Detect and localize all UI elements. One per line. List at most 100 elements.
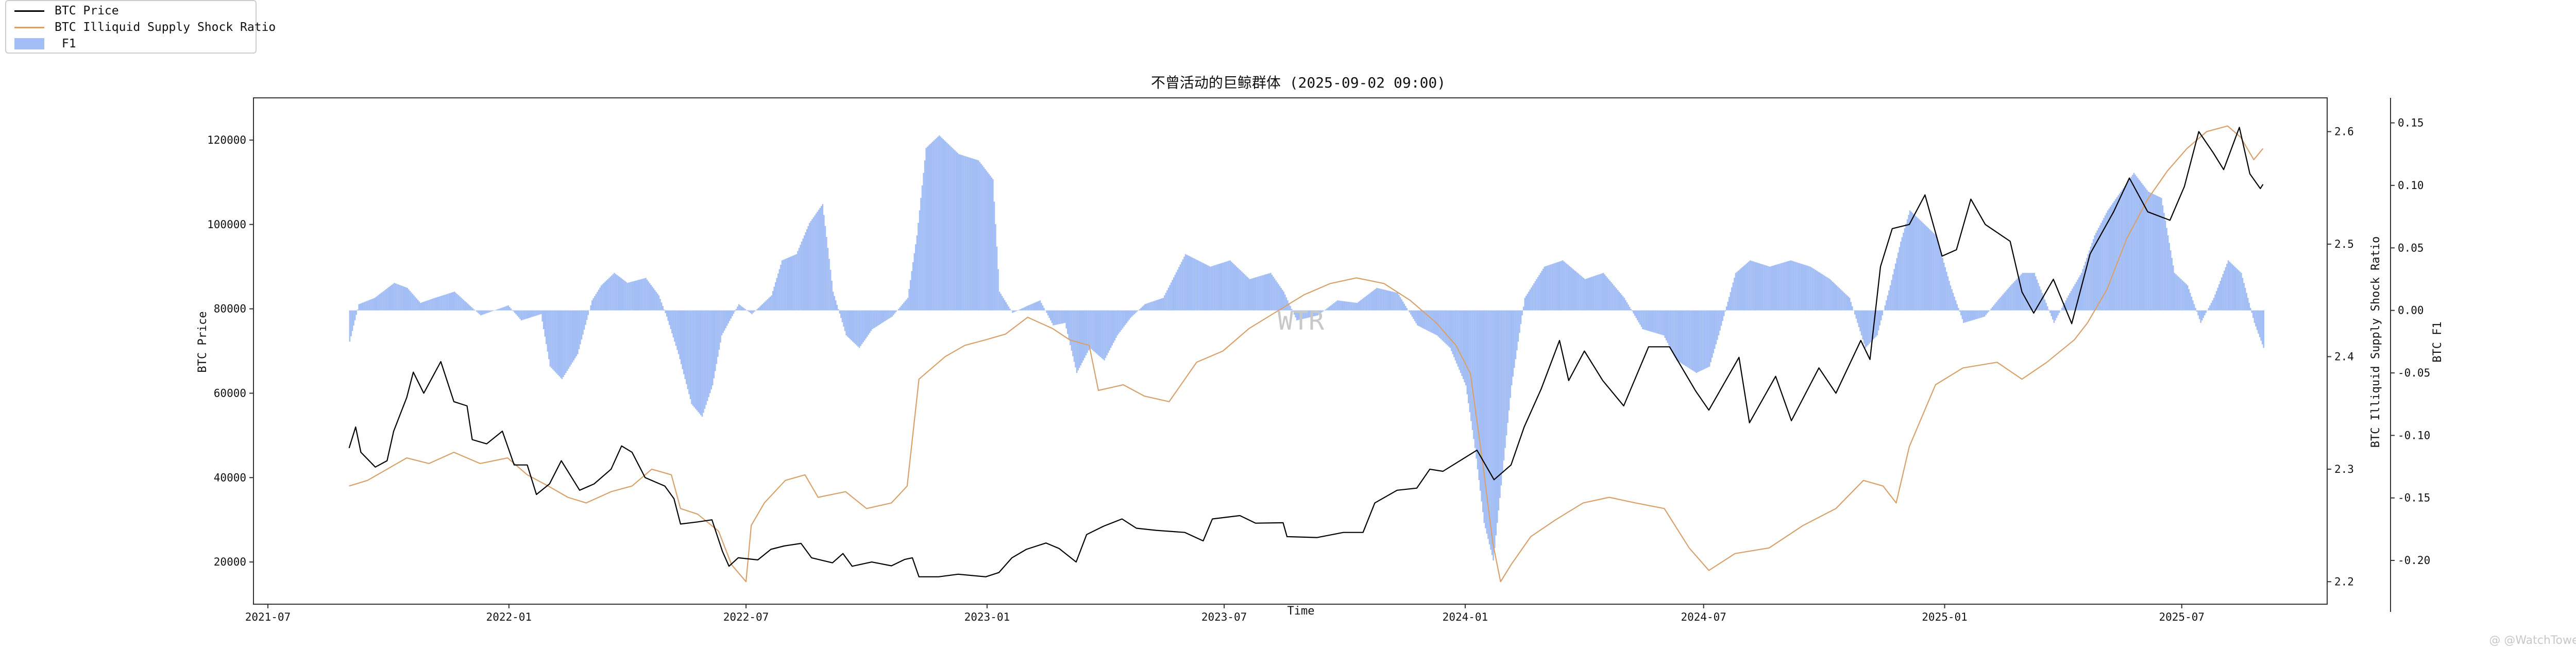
f1-bar [785,259,787,311]
f1-bar [1502,310,1503,473]
f1-bar [889,310,890,318]
f1-bar [795,254,798,311]
f1-bar [1739,269,1740,311]
f1-bar [1568,266,1570,311]
f1-bar [1249,279,1250,311]
f1-bar [1659,310,1660,334]
f1-bar [1969,310,1971,321]
f1-bar [439,296,441,311]
f1-bar [2108,208,2110,311]
f1-bar [2078,277,2080,311]
f1-bar [1719,310,1721,331]
f1-bar [811,219,813,311]
f1-bar [425,301,427,311]
f1-bar [1330,305,1332,311]
f1-bar [1343,301,1345,311]
f1-bar [1833,283,1835,311]
f1-bar [1223,262,1225,311]
f1-bar [693,310,695,407]
f1-bar [1409,310,1411,313]
y-left-tick-label: 80000 [214,303,246,315]
f1-bar [1170,282,1172,311]
f1-bar [1906,219,1908,311]
f1-bar [1757,263,1759,311]
f1-bar [1278,284,1279,311]
f1-bar [829,269,832,311]
f1-bar [725,310,726,329]
f1-bar [2069,293,2071,311]
f1-bar [1664,310,1666,338]
f1-bar [1352,302,1354,311]
f1-bar [595,294,597,311]
f1-bar [1262,275,1264,311]
f1-bar [1296,310,1298,320]
f1-bar [1244,274,1245,311]
f1-bar [631,282,632,311]
f1-bar [1672,310,1674,353]
f1-bar [1153,301,1155,311]
f1-bar [984,168,986,311]
f1-bar [1105,310,1107,358]
f1-bar [2128,180,2130,311]
f1-bar [1347,301,1349,311]
f1-bar [1646,310,1648,331]
f1-bar [384,289,386,311]
f1-bar [1727,301,1729,311]
f1-bar [2044,299,2046,311]
f1-bar [577,310,579,354]
f1-bar [2116,197,2118,311]
f1-bar [1560,261,1561,311]
f1-bar [726,310,728,326]
f1-bar [1690,310,1692,370]
f1-bar [2102,220,2104,311]
f1-bar [544,310,546,337]
f1-bar [853,310,855,343]
f1-bar [598,289,600,311]
f1-bar [1741,267,1743,311]
f1-bar [467,303,469,311]
f1-bar [1271,275,1273,311]
f1-bar [1181,262,1182,311]
f1-bar [1497,310,1498,523]
f1-bar [507,305,509,311]
f1-bar [1508,310,1510,411]
f1-bar [1614,287,1616,311]
f1-bar [357,309,359,311]
f1-bar [1585,279,1587,311]
f1-bar [1602,272,1604,311]
f1-bar [1474,310,1476,448]
f1-bar [1764,265,1766,311]
f1-bar [447,294,449,311]
f1-bar [1845,294,1846,311]
f1-bar [612,274,614,311]
f1-bar [2144,186,2145,311]
f1-bar [852,310,854,342]
f1-bar [2038,283,2039,311]
f1-bar [619,277,620,311]
f1-bar [548,310,550,360]
f1-bar [1461,310,1463,376]
f1-bar [1381,289,1383,311]
f1-bar [1589,277,1591,311]
f1-bar [1514,310,1515,368]
f1-bar [539,310,540,315]
f1-bar [1077,310,1079,371]
f1-bar [933,140,935,311]
f1-bar [826,237,827,311]
f1-bar [699,310,701,414]
f1-bar [1650,310,1652,332]
f1-bar [2089,250,2090,311]
f1-bar [1465,310,1467,386]
f1-bar [1550,264,1552,311]
f1-bar [1994,303,1996,311]
f1-bar [484,310,486,314]
f1-bar [834,296,835,311]
f1-bar [477,310,479,313]
f1-bar [2241,272,2242,311]
f1-bar [846,310,849,337]
f1-bar [2106,213,2107,311]
f1-bar [385,288,387,311]
f1-bar [1346,301,1348,311]
f1-bar [1233,264,1235,311]
f1-bar [649,283,651,311]
